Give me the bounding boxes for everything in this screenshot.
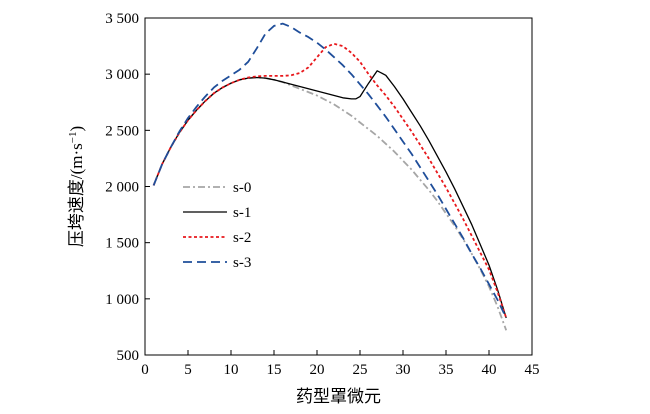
legend: s-0 s-1 s-2 s-3 xyxy=(183,180,251,271)
y-tick-label: 3 000 xyxy=(105,67,139,83)
y-axis-title-main: 压垮速度/(m·s xyxy=(67,143,86,247)
y-axis-title-superscript: −1 xyxy=(67,132,79,144)
series-layer xyxy=(152,22,508,331)
x-tick-label: 15 xyxy=(267,362,282,378)
y-tick-label: 3 500 xyxy=(105,11,139,27)
legend-label-s-2: s-2 xyxy=(233,230,251,246)
y-axis-title-close: ) xyxy=(67,126,86,132)
legend-label-s-3: s-3 xyxy=(233,255,251,271)
legend-label-s-1: s-1 xyxy=(233,205,251,221)
y-tick-label: 1 000 xyxy=(105,292,139,308)
ticks-layer: 0 5 10 15 20 25 30 35 40 45 500 1 000 1 500 2 000 2 50… xyxy=(105,11,539,378)
series-line-s-2 xyxy=(152,42,508,319)
y-axis-title: 压垮速度/(m·s−1) xyxy=(67,126,86,247)
legend-label-s-0: s-0 xyxy=(233,180,251,196)
x-tick-label: 20 xyxy=(310,362,325,378)
x-tick-label: 45 xyxy=(525,362,540,378)
x-axis-title: 药型罩微元 xyxy=(296,387,381,406)
x-tick-label: 35 xyxy=(439,362,454,378)
y-tick-label: 2 500 xyxy=(105,123,139,139)
x-tick-label: 10 xyxy=(224,362,239,378)
series-line-s-1 xyxy=(152,70,507,319)
y-tick-label: 1 500 xyxy=(105,236,139,252)
x-tick-label: 25 xyxy=(353,362,368,378)
y-tick-label: 500 xyxy=(117,348,140,364)
series-line-s-3 xyxy=(152,22,508,319)
x-tick-label: 40 xyxy=(482,362,497,378)
x-tick-label: 5 xyxy=(184,362,192,378)
x-tick-label: 0 xyxy=(141,362,149,378)
series-line-s-0 xyxy=(152,76,508,331)
y-tick-label: 2 000 xyxy=(105,180,139,196)
x-tick-label: 30 xyxy=(396,362,411,378)
